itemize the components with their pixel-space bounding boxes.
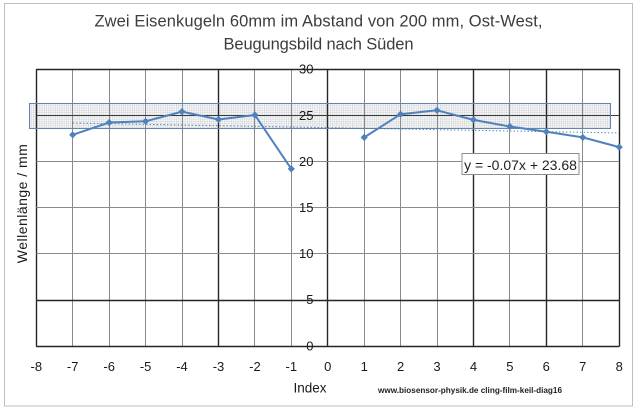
svg-text:5: 5 — [506, 359, 513, 374]
svg-text:0: 0 — [306, 338, 313, 353]
svg-text:8: 8 — [616, 359, 623, 374]
svg-text:7: 7 — [579, 359, 586, 374]
svg-text:Wellenlänge / mm: Wellenlänge / mm — [14, 144, 30, 263]
svg-text:Beugungsbild nach Süden: Beugungsbild nach Süden — [224, 36, 414, 54]
svg-text:y = -0.07x + 23.68: y = -0.07x + 23.68 — [464, 157, 577, 173]
svg-text:3: 3 — [433, 359, 440, 374]
svg-text:30: 30 — [299, 62, 313, 77]
svg-text:4: 4 — [470, 359, 477, 374]
svg-text:5: 5 — [306, 292, 313, 307]
svg-text:-2: -2 — [249, 359, 261, 374]
svg-text:6: 6 — [543, 359, 550, 374]
svg-text:10: 10 — [299, 246, 313, 261]
svg-text:2: 2 — [397, 359, 404, 374]
svg-text:15: 15 — [299, 200, 313, 215]
svg-text:-6: -6 — [103, 359, 115, 374]
svg-text:1: 1 — [361, 359, 368, 374]
svg-text:-4: -4 — [176, 359, 188, 374]
svg-text:-8: -8 — [31, 359, 43, 374]
svg-text:25: 25 — [299, 108, 313, 123]
svg-text:20: 20 — [299, 154, 313, 169]
svg-text:Index: Index — [293, 381, 326, 396]
svg-text:-1: -1 — [286, 359, 298, 374]
svg-text:www.biosensor-physik.de cling: www.biosensor-physik.de cling-film-keil-… — [377, 385, 562, 395]
svg-text:-5: -5 — [140, 359, 152, 374]
svg-text:-3: -3 — [213, 359, 225, 374]
svg-text:-7: -7 — [67, 359, 79, 374]
svg-text:0: 0 — [324, 359, 331, 374]
svg-text:Zwei Eisenkugeln 60mm im Absta: Zwei Eisenkugeln 60mm im Abstand von 200… — [95, 13, 543, 31]
